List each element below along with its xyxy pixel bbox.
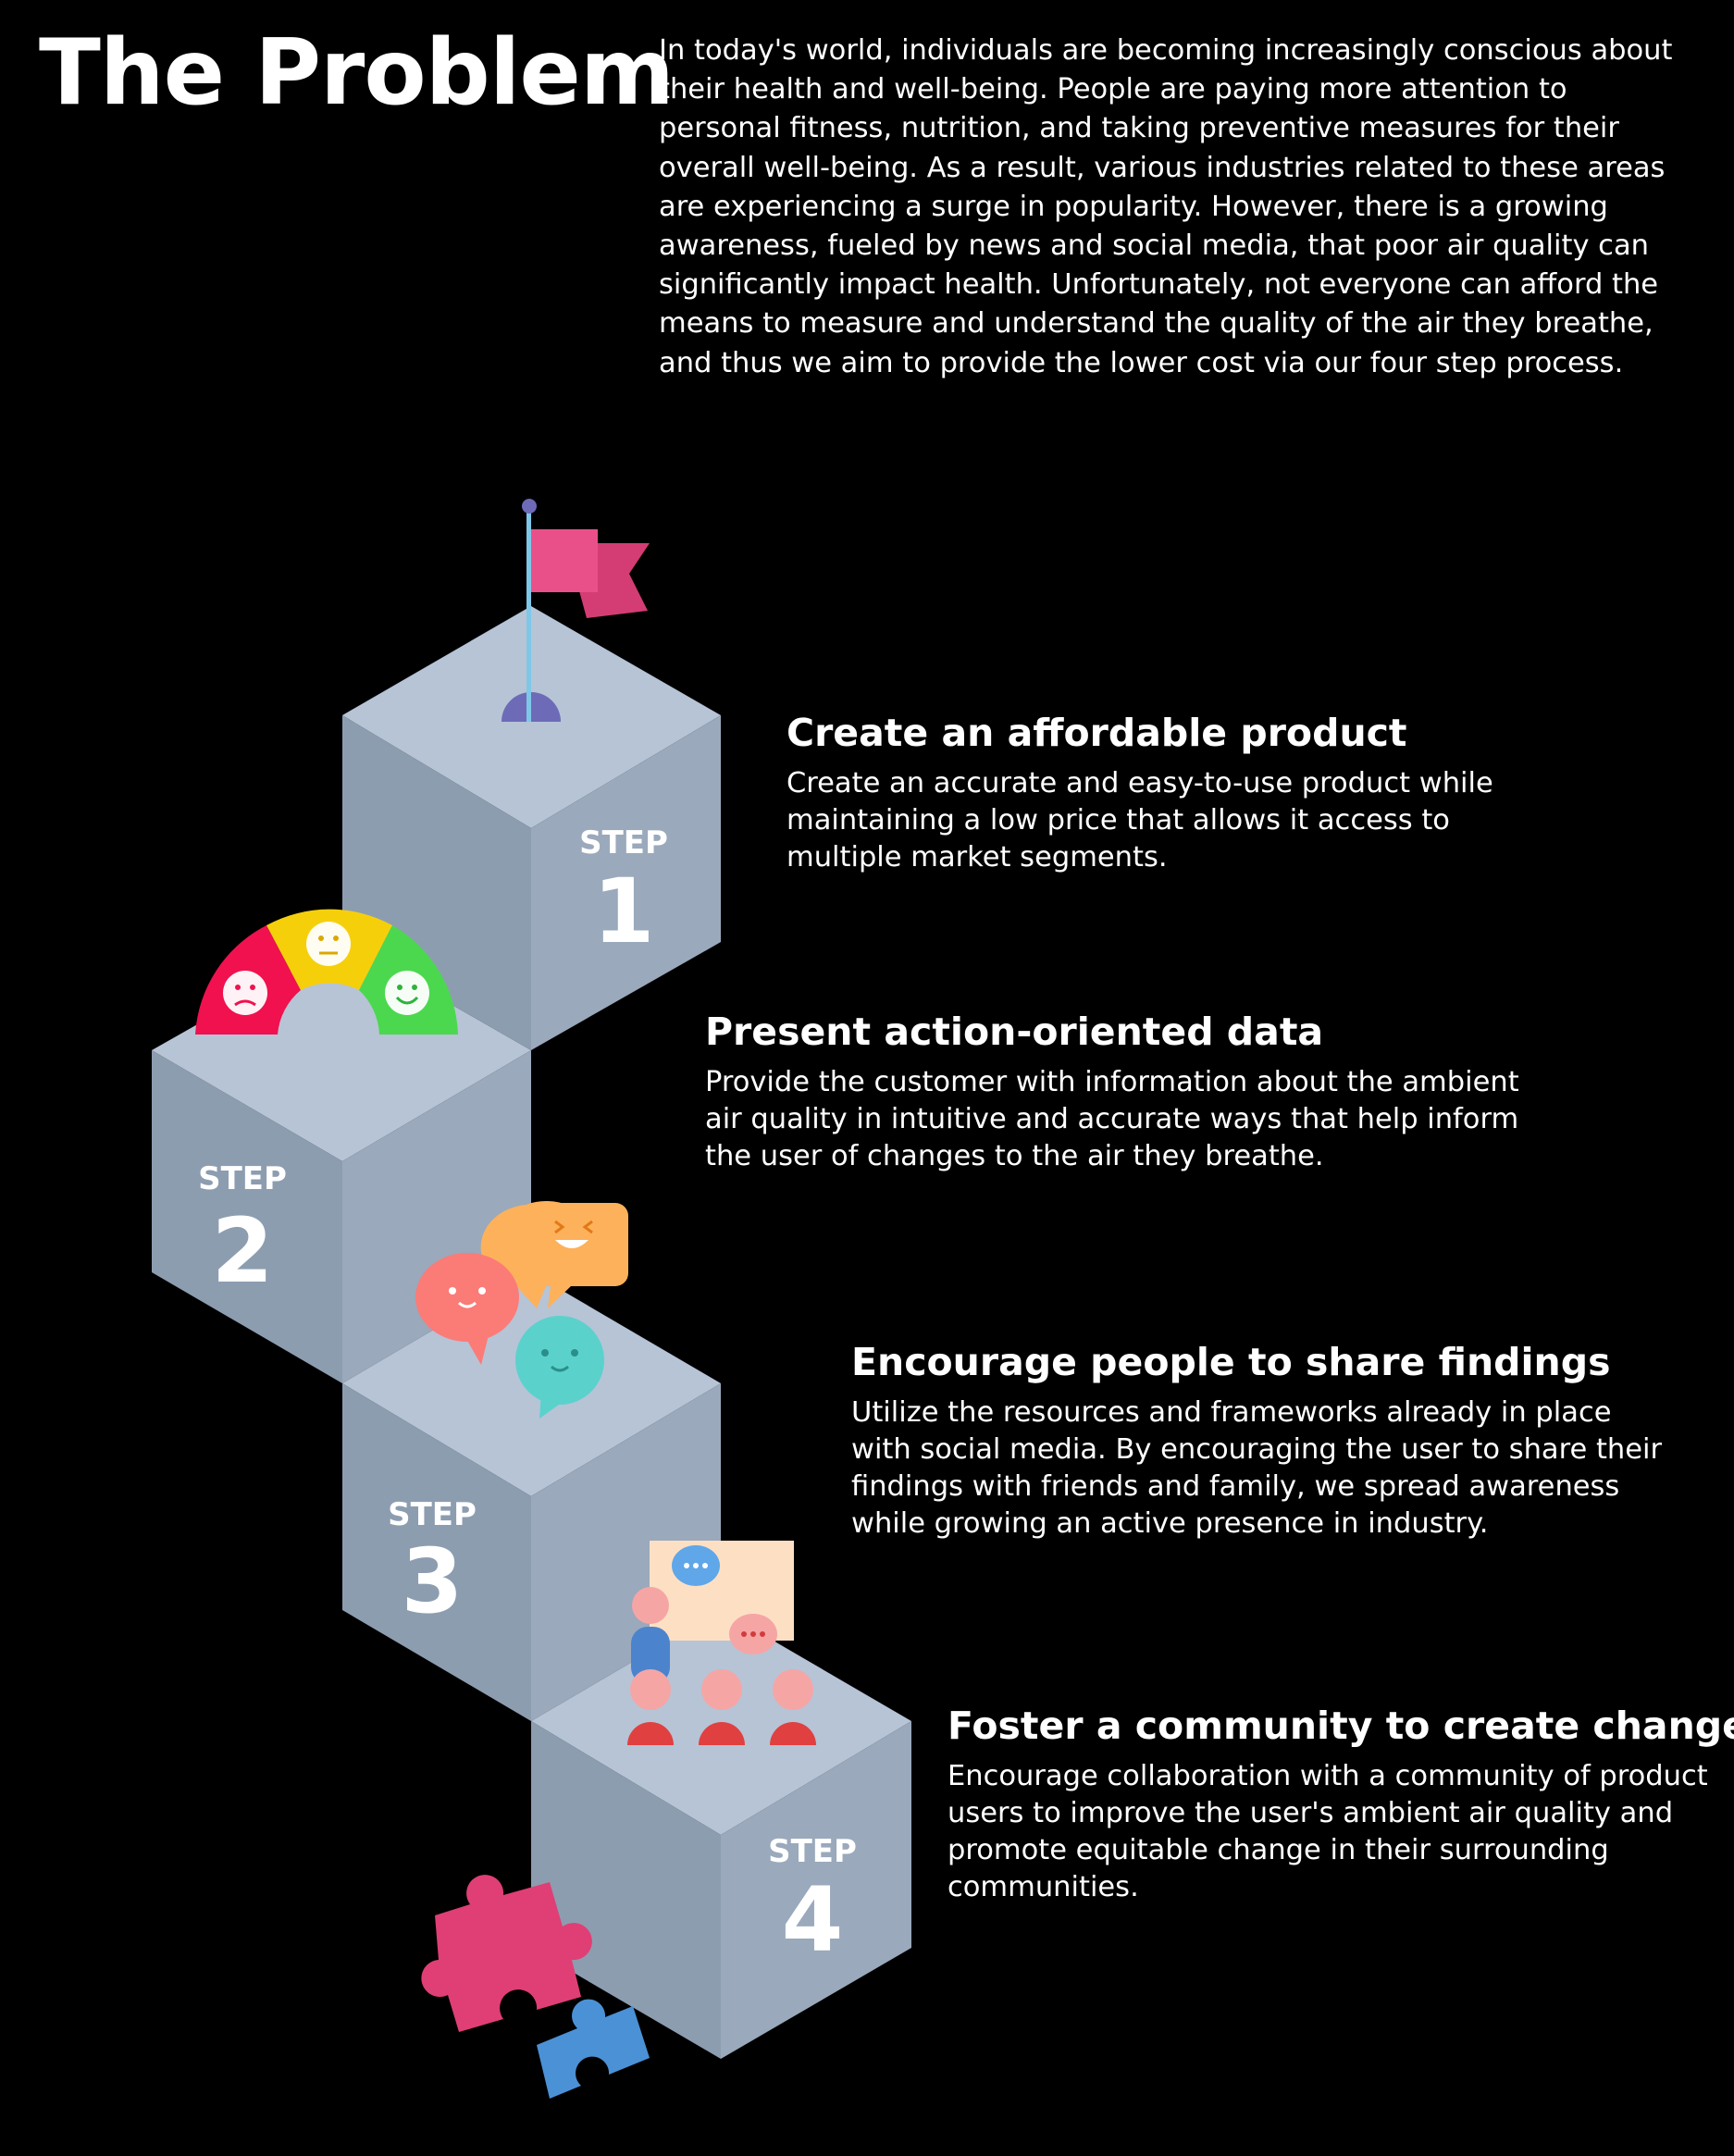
step-2-text: Present action-oriented data Provide the… [705, 1007, 1556, 1175]
step-1-number: 1 [593, 860, 655, 963]
puzzle-icon [421, 1875, 650, 2099]
step-1-body: Create an accurate and easy-to-use produ… [786, 767, 1493, 874]
step-4-body: Encourage collaboration with a community… [948, 1760, 1708, 1903]
step-3-label: STEP [388, 1496, 477, 1533]
step-3-number: 3 [402, 1530, 464, 1633]
step-4-text: Foster a community to create change Enco… [948, 1701, 1734, 1906]
step-1-text: Create an affordable product Create an a… [786, 708, 1573, 876]
step-1-label: STEP [579, 824, 668, 861]
step-2-heading: Present action-oriented data [705, 1010, 1324, 1054]
mood-gauge-icon [195, 909, 458, 1035]
step-3-body: Utilize the resources and frameworks alr… [851, 1396, 1663, 1540]
page-title: The Problem [39, 20, 675, 126]
step-2-label: STEP [198, 1160, 287, 1197]
intro-paragraph: In today's world, individuals are becomi… [659, 34, 1673, 379]
flag-icon [502, 499, 650, 722]
step-1-heading: Create an affordable product [786, 711, 1407, 755]
community-meeting-icon [627, 1541, 816, 1745]
step-3-text: Encourage people to share findings Utili… [851, 1337, 1666, 1543]
step-4-heading: Foster a community to create change [948, 1704, 1734, 1748]
step-2-body: Provide the customer with information ab… [705, 1066, 1519, 1172]
step-4-label: STEP [768, 1833, 857, 1870]
step-2-number: 2 [212, 1199, 274, 1303]
chat-bubbles-icon [415, 1201, 628, 1419]
step-4-number: 4 [782, 1868, 844, 1972]
step-3-heading: Encourage people to share findings [851, 1340, 1611, 1384]
